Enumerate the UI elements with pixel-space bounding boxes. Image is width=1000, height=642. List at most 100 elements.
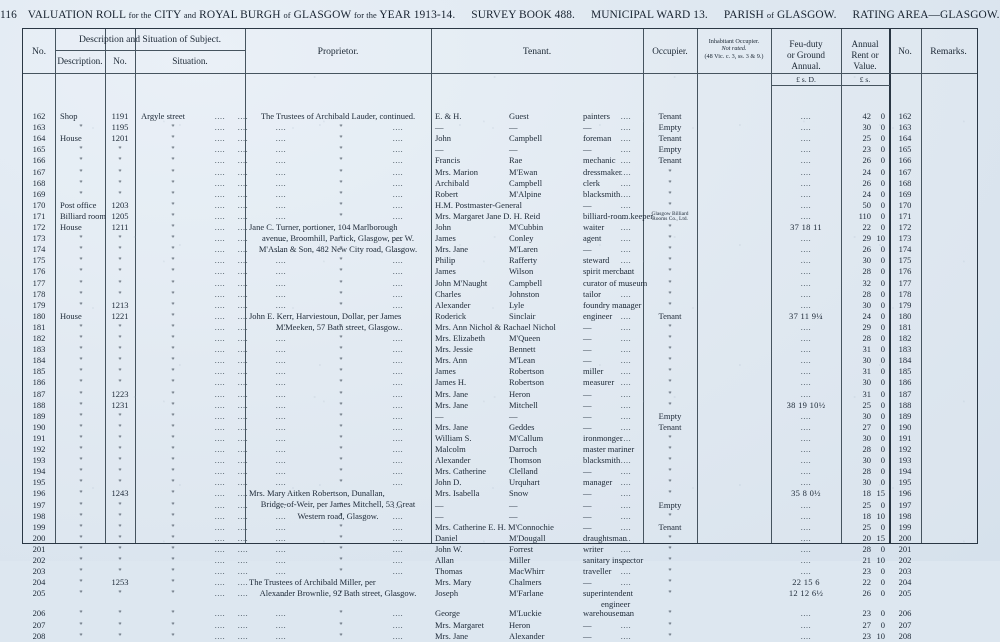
cell-tenant-occupation: — <box>583 321 592 332</box>
cell-proprietor-ditto: " <box>339 199 343 210</box>
cell-tenant-firstname: Malcolm <box>435 444 466 454</box>
cell-tenant-surname: Geddes <box>509 421 535 432</box>
cell-proprietor-dots-2: .... <box>392 433 404 443</box>
cell-tenant-occupation: miller <box>583 366 604 377</box>
cell-description: " <box>79 166 83 177</box>
cell-tenant-dots: .... <box>620 389 632 399</box>
cell-situation-dots-2: .... <box>237 223 249 232</box>
cell-no-right: 199 <box>898 521 912 532</box>
cell-tenant-dots: .... <box>620 544 632 554</box>
cell-situation-dots-1: .... <box>214 200 226 210</box>
cell-tenant-firstname: Mrs. Jane <box>435 630 469 641</box>
cell-rent-pounds: 29 <box>862 233 872 244</box>
cell-tenant-occupation: billiard-room keeper <box>583 210 654 221</box>
cell-no-right: 176 <box>898 266 912 277</box>
cell-sub-no: 1205 <box>111 210 129 221</box>
cell-feu-duty-dots: .... <box>800 123 812 133</box>
cell-no-left: 195 <box>32 477 46 488</box>
cell-tenant-occupation: — <box>583 499 592 510</box>
cell-situation: " <box>171 144 175 155</box>
cell-proprietor-dots-2: .... <box>392 609 404 619</box>
cell-rent-shillings: 0 <box>880 244 885 255</box>
proprietor-line: The Trustees of Archibald Lauder, contin… <box>260 111 416 121</box>
cell-tenant-surname: Robertson <box>509 366 544 377</box>
cell-proprietor-ditto: " <box>339 444 343 454</box>
cell-rent-shillings: 0 <box>880 266 885 277</box>
cell-tenant-occupation: waiter <box>583 222 605 232</box>
cell-description: " <box>79 321 83 332</box>
cell-no-left: 183 <box>32 344 46 355</box>
cell-tenant-occupation: — <box>583 510 592 521</box>
column-rule <box>841 29 842 543</box>
col-header-no-right: No. <box>898 46 912 56</box>
cell-tenant-dots: .... <box>620 311 632 321</box>
cell-rent-pounds: 30 <box>862 477 872 488</box>
cell-proprietor-dots-2: .... <box>392 278 404 288</box>
cell-description: " <box>79 266 83 277</box>
cell-sub-no: " <box>118 355 122 366</box>
cell-tenant-dots: .... <box>620 345 632 355</box>
cell-tenant-firstname: Mrs. Jane <box>435 244 469 255</box>
cell-feu-duty: 37 18 11 <box>790 222 822 232</box>
cell-rent-pounds: 50 <box>862 199 872 210</box>
cell-sub-no: " <box>118 555 122 565</box>
cell-description: " <box>79 233 83 244</box>
cell-tenant-occupation: painters <box>583 111 610 121</box>
cell-rent-shillings: 0 <box>880 477 885 488</box>
cell-feu-duty-dots: .... <box>800 422 812 432</box>
cell-situation-dots-2: .... <box>237 334 249 343</box>
cell-tenant-occupation: — <box>583 388 592 399</box>
cell-rent-pounds: 30 <box>862 355 872 366</box>
cell-situation: " <box>171 188 175 199</box>
cell-tenant-firstname: Charles <box>435 288 461 299</box>
cell-tenant-dots: .... <box>620 267 632 277</box>
cell-tenant-occupation: clerk <box>583 177 600 188</box>
cell-occupier: " <box>668 166 672 177</box>
cell-feu-duty-dots: .... <box>800 522 812 532</box>
cell-no-right: 164 <box>898 133 912 144</box>
col-header-no-left: No. <box>31 46 47 57</box>
cell-tenant-firstname: William S. <box>435 432 472 443</box>
cell-feu-duty-dots: .... <box>800 544 812 554</box>
cell-description: " <box>79 333 83 343</box>
cell-tenant-occupation: sanitary inspector <box>583 555 644 565</box>
cell-occupier: " <box>668 199 672 210</box>
cell-occupier: " <box>668 399 672 410</box>
cell-proprietor-ditto: " <box>339 566 343 577</box>
cell-no-left: 177 <box>32 277 46 288</box>
cell-tenant-surname: Sinclair <box>509 310 536 321</box>
cell-description: House <box>60 310 82 321</box>
cell-feu-duty-dots: .... <box>800 378 812 388</box>
proprietor-line: Alexander Brownlie, 92 Bath street, Glas… <box>259 588 417 599</box>
cell-description: Post office <box>60 199 97 210</box>
cell-feu-duty-dots: .... <box>800 289 812 299</box>
cell-sub-no: " <box>118 499 122 510</box>
cell-situation-dots-1: .... <box>214 123 226 133</box>
cell-tenant-firstname: — <box>435 410 444 421</box>
cell-proprietor-dots-2: .... <box>392 378 404 388</box>
cell-tenant-surname: Wilson <box>509 266 534 277</box>
cell-no-left: 179 <box>32 299 46 310</box>
col-header-situation: Situation. <box>172 56 208 66</box>
cell-tenant-occupation: — <box>583 199 592 210</box>
cell-situation-dots-1: .... <box>214 300 226 310</box>
cell-tenant-dots: .... <box>620 620 632 630</box>
cell-occupier: " <box>668 366 672 377</box>
cell-no-right: 168 <box>898 177 912 188</box>
cell-feu-duty-dots: .... <box>800 300 812 310</box>
cell-feu-duty: 35 8 0½ <box>791 488 821 499</box>
cell-no-right: 193 <box>898 455 912 466</box>
cell-rent-shillings: 0 <box>880 455 885 466</box>
cell-tenant-dots: .... <box>620 178 632 188</box>
cell-rent-shillings: 15 <box>876 488 886 499</box>
cell-no-right: 165 <box>898 144 912 155</box>
cell-proprietor-ditto: " <box>339 210 343 221</box>
cell-tenant-dots: .... <box>620 567 632 577</box>
cell-no-right: 207 <box>898 619 912 630</box>
cell-tenant-surname: Robertson <box>509 377 544 388</box>
cell-tenant-firstname: Francis <box>435 155 461 166</box>
cell-proprietor-dots-1: .... <box>275 200 287 210</box>
cell-occupier: " <box>668 233 672 244</box>
header-parish: PARISH of GLASGOW. <box>723 9 837 21</box>
cell-no-right: 196 <box>898 488 912 499</box>
